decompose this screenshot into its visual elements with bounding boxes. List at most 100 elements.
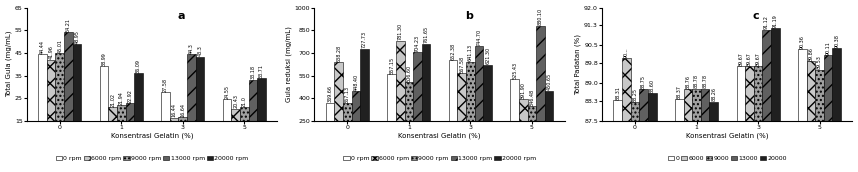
Text: 41.96: 41.96 (49, 46, 54, 60)
Text: 21.0: 21.0 (242, 96, 247, 107)
Bar (519, 99, 528, 159)
Bar (405, 82, 414, 159)
Text: 88.75: 88.75 (641, 75, 646, 89)
Bar (240, 107, 249, 155)
Bar (622, 58, 631, 172)
Bar (161, 92, 170, 155)
Text: 525.43: 525.43 (512, 62, 517, 79)
Text: 90.36: 90.36 (800, 35, 805, 49)
Bar (422, 44, 431, 159)
Text: 781.30: 781.30 (398, 23, 402, 40)
Bar (528, 106, 536, 159)
Text: 89.67: 89.67 (738, 52, 743, 66)
Bar (187, 55, 196, 155)
Bar (536, 26, 545, 159)
Legend: 0, 6000, 9000, 13000, 20000: 0, 6000, 9000, 13000, 20000 (668, 156, 787, 161)
Text: 90.38: 90.38 (834, 34, 839, 48)
Text: 21.94: 21.94 (118, 91, 124, 105)
Text: b: b (465, 11, 473, 21)
Y-axis label: Gula reduksi (mg/mL): Gula reduksi (mg/mL) (286, 26, 292, 102)
Text: 450.65: 450.65 (547, 73, 552, 90)
Bar (675, 99, 684, 172)
Text: 22.92: 22.92 (127, 89, 132, 103)
Text: 621.30: 621.30 (485, 47, 490, 64)
Text: 638.28: 638.28 (336, 45, 341, 62)
Bar (449, 60, 457, 159)
Bar (196, 57, 204, 155)
Text: 641.13: 641.13 (468, 44, 473, 61)
Text: 36.09: 36.09 (136, 59, 141, 73)
Text: 90.11: 90.11 (825, 41, 831, 55)
Text: 43.3: 43.3 (197, 46, 202, 56)
Text: 89.67: 89.67 (747, 52, 752, 66)
Text: 89.67: 89.67 (756, 52, 760, 66)
Text: 88.78: 88.78 (694, 74, 699, 88)
Bar (483, 65, 492, 159)
Bar (249, 80, 257, 155)
Text: a: a (177, 11, 184, 21)
Bar (56, 53, 64, 155)
Text: 88.60: 88.60 (650, 79, 655, 93)
Bar (648, 93, 656, 172)
Text: 652.38: 652.38 (450, 43, 456, 60)
Bar (736, 66, 745, 172)
Text: 89.53: 89.53 (817, 56, 822, 69)
Text: 88.31: 88.31 (615, 86, 620, 100)
Bar (692, 89, 701, 172)
Bar (815, 70, 824, 172)
Bar (134, 73, 142, 155)
Text: 367.13: 367.13 (345, 86, 350, 103)
Bar (100, 67, 108, 155)
Bar (343, 103, 352, 159)
Bar (763, 30, 771, 172)
Text: 54.21: 54.21 (66, 18, 71, 32)
Text: 16.44: 16.44 (172, 103, 177, 117)
Text: 38.99: 38.99 (101, 52, 106, 66)
Bar (39, 54, 47, 155)
Text: 880.10: 880.10 (538, 8, 543, 25)
Bar (170, 118, 178, 155)
Bar (125, 103, 134, 155)
Legend: 0 rpm, 6000 rpm, 9000 rpm, 13000 rpm, 20000 rpm: 0 rpm, 6000 rpm, 9000 rpm, 13000 rpm, 20… (343, 156, 536, 161)
Text: c: c (752, 11, 759, 21)
Bar (466, 62, 474, 159)
Bar (701, 89, 710, 172)
Text: 88.25: 88.25 (632, 88, 637, 102)
Text: 91.19: 91.19 (773, 14, 777, 28)
Bar (352, 91, 360, 159)
Bar (457, 73, 466, 159)
Bar (414, 52, 422, 159)
Text: 21.02: 21.02 (110, 93, 115, 107)
Bar (360, 49, 369, 159)
Text: 88.76: 88.76 (686, 75, 691, 89)
Text: 727.73: 727.73 (362, 31, 367, 48)
Bar (631, 102, 639, 172)
Bar (47, 60, 56, 155)
Text: 557.15: 557.15 (390, 57, 394, 74)
Text: 88.37: 88.37 (677, 85, 682, 99)
Text: 33.18: 33.18 (251, 65, 256, 79)
Text: 27.58: 27.58 (163, 78, 168, 92)
Legend: 0 rpm, 6000 rpm, 9000 rpm, 13000 rpm, 20000 rpm: 0 rpm, 6000 rpm, 9000 rpm, 13000 rpm, 20… (56, 156, 249, 161)
Bar (257, 78, 266, 155)
Bar (474, 46, 483, 159)
Bar (326, 103, 335, 159)
Text: 20.43: 20.43 (233, 94, 239, 108)
Bar (335, 62, 343, 159)
Bar (613, 100, 622, 172)
Bar (387, 74, 396, 159)
Bar (73, 44, 82, 155)
X-axis label: Konsentrasi Gelatin (%): Konsentrasi Gelatin (%) (686, 133, 769, 139)
Text: 346.48: 346.48 (529, 89, 535, 106)
Text: 391.90: 391.90 (521, 82, 526, 99)
Text: 567.58: 567.58 (459, 55, 464, 73)
Y-axis label: Total Padatan (%): Total Padatan (%) (575, 34, 581, 95)
Text: 89.86: 89.86 (808, 47, 813, 61)
Bar (232, 109, 240, 155)
Text: 44.3: 44.3 (189, 43, 194, 54)
Text: 44.44: 44.44 (40, 40, 45, 54)
Bar (684, 89, 692, 172)
Bar (824, 55, 832, 172)
Bar (178, 117, 187, 155)
Text: 448.40: 448.40 (353, 73, 359, 90)
